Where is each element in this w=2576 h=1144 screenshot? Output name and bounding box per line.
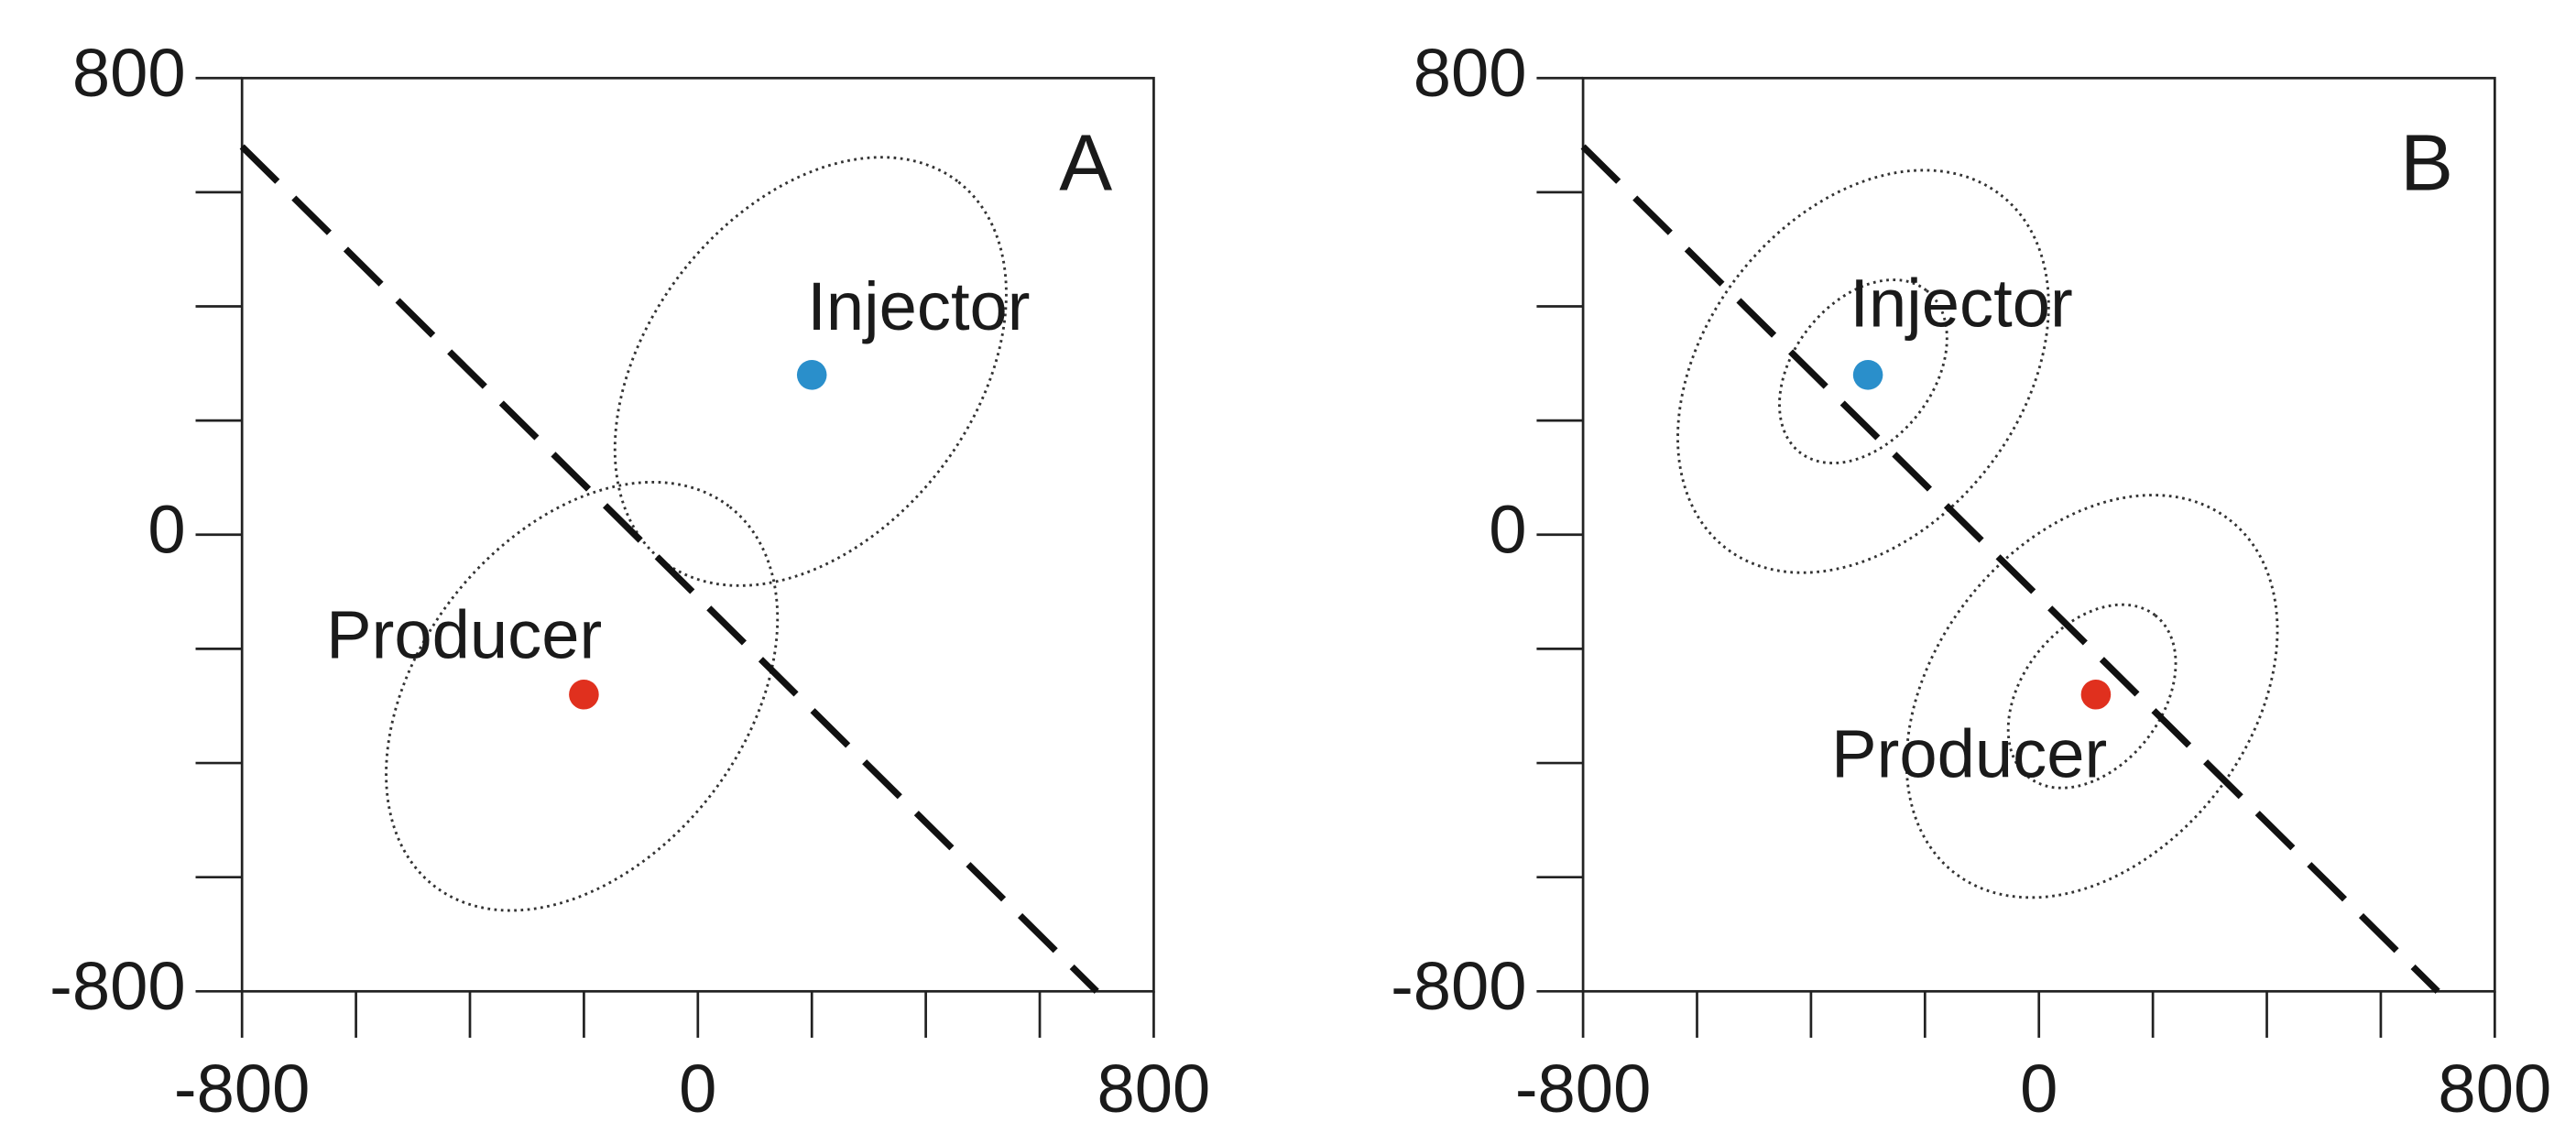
y-tick-label: 0 bbox=[147, 491, 185, 567]
y-tick-label: 800 bbox=[1414, 35, 1527, 111]
y-tick-label: 800 bbox=[72, 35, 186, 111]
panel-label: A bbox=[1059, 119, 1112, 208]
contour bbox=[1778, 278, 1948, 465]
x-tick-label: 800 bbox=[1097, 1051, 1211, 1127]
trend-line bbox=[239, 144, 1099, 994]
y-tick-label: -800 bbox=[49, 948, 185, 1024]
x-tick-label: 800 bbox=[2438, 1051, 2551, 1127]
x-tick-label: 0 bbox=[2020, 1051, 2058, 1127]
x-tick-label: -800 bbox=[1515, 1051, 1651, 1127]
contour bbox=[385, 480, 780, 912]
point-label: Producer bbox=[326, 596, 602, 672]
plot-frame bbox=[240, 76, 1155, 993]
point bbox=[2080, 679, 2112, 710]
y-tick-label: -800 bbox=[1391, 948, 1526, 1024]
x-tick-label: -800 bbox=[174, 1051, 310, 1127]
x-tick-label: 0 bbox=[679, 1051, 716, 1127]
point bbox=[796, 360, 827, 390]
y-tick-label: 0 bbox=[1489, 491, 1526, 567]
trend-line bbox=[1580, 144, 2440, 994]
point-label: Producer bbox=[1831, 716, 2107, 792]
contour bbox=[2006, 603, 2178, 790]
point-label: Injector bbox=[807, 268, 1030, 344]
point bbox=[569, 679, 599, 710]
panel-label: B bbox=[2400, 119, 2453, 208]
contours-a bbox=[385, 156, 1008, 912]
point bbox=[1852, 360, 1883, 390]
point-label: Injector bbox=[1850, 265, 2072, 341]
